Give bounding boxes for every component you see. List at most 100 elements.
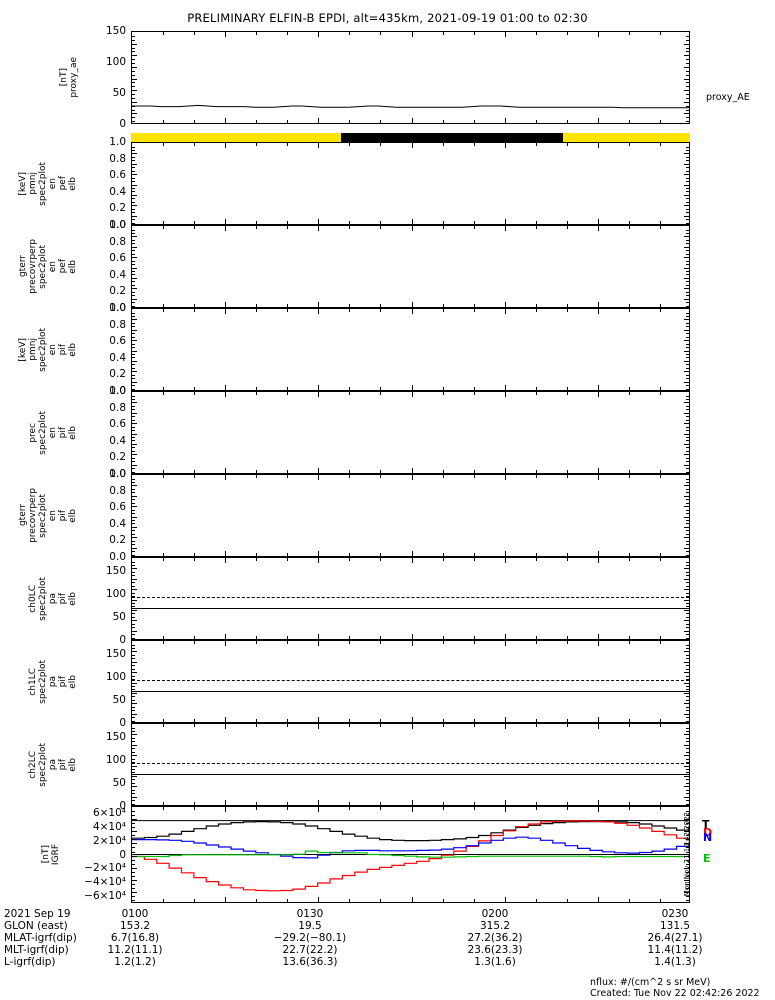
axis-tick	[287, 387, 289, 390]
axis-tick	[597, 468, 599, 473]
axis-tick	[628, 226, 630, 229]
axis-tick	[287, 641, 289, 644]
axis-tick	[597, 143, 599, 148]
loss-cone-dashed-line	[132, 597, 689, 598]
axis-tick	[132, 35, 135, 37]
axis-tick	[686, 468, 689, 470]
axis-tick	[684, 547, 689, 549]
axis-tick	[132, 863, 135, 865]
axis-tick	[132, 679, 135, 680]
axis-tick	[132, 835, 135, 837]
axis-tick	[686, 305, 689, 307]
axis-tick	[686, 208, 689, 210]
axis-tick	[132, 644, 135, 646]
axis-tick	[225, 468, 227, 473]
axis-tick	[442, 221, 444, 224]
panel-igrf	[131, 806, 690, 903]
axis-tick	[256, 475, 258, 478]
axis-tick	[163, 392, 165, 395]
axis-tick	[132, 734, 137, 736]
axis-tick	[132, 378, 135, 380]
axis-tick	[566, 143, 568, 146]
axis-tick	[686, 748, 689, 750]
axis-tick	[380, 309, 382, 312]
axis-tick	[684, 692, 689, 694]
axis-tick	[132, 454, 137, 456]
axis-tick	[132, 416, 135, 418]
axis-tick	[504, 717, 506, 722]
axis-tick	[132, 90, 137, 92]
xaxis-row-label-date: 2021 Sep 19	[4, 908, 71, 920]
axis-tick	[132, 274, 135, 276]
axis-tick	[597, 118, 599, 123]
axis-tick	[132, 277, 137, 279]
axis-tick	[684, 682, 689, 684]
axis-tick	[132, 634, 135, 636]
axis-tick	[349, 304, 351, 307]
axis-tick	[318, 392, 320, 397]
axis-tick	[684, 599, 689, 601]
axis-tick	[686, 229, 689, 231]
axis-tick	[442, 636, 444, 639]
axis-tick	[659, 304, 661, 307]
axis-tick	[132, 43, 137, 45]
igrf-legend-n: N	[703, 831, 713, 844]
axis-tick	[473, 32, 475, 35]
axis-tick	[684, 578, 689, 580]
axis-tick	[380, 387, 382, 390]
axis-tick	[349, 636, 351, 639]
axis-tick	[132, 426, 135, 428]
axis-tick	[194, 641, 196, 644]
axis-tick	[535, 226, 537, 229]
axis-tick	[411, 118, 413, 123]
axis-tick	[163, 558, 165, 561]
axis-tick	[504, 143, 506, 148]
axis-tick	[132, 343, 135, 345]
xaxis-col0-mlt: 11.2(11.1)	[107, 944, 163, 956]
axis-tick	[318, 724, 320, 729]
axis-tick	[597, 634, 599, 639]
axis-tick	[659, 387, 661, 390]
axis-tick	[132, 710, 135, 712]
axis-tick	[194, 553, 196, 556]
axis-tick	[163, 226, 165, 229]
axis-tick	[132, 568, 137, 570]
axis-tick	[132, 492, 135, 494]
panel-elb-pif-pa-ch2lc	[131, 723, 690, 806]
axis-tick	[132, 82, 135, 84]
axis-tick	[163, 807, 165, 810]
axis-tick	[684, 113, 689, 115]
igrf-legend-d: D	[703, 826, 713, 839]
axis-tick	[628, 392, 630, 395]
xaxis-col3-mlt: 11.4(11.2)	[647, 944, 703, 956]
axis-tick	[411, 641, 413, 646]
panel-elb-pef-en-precovrperp-gterr-ylabel: elb pef en spec2plot precovrperp gterr	[18, 239, 78, 294]
axis-tick	[256, 392, 258, 395]
axis-tick	[686, 492, 689, 494]
axis-tick	[132, 879, 137, 881]
axis-tick	[132, 703, 137, 705]
axis-tick	[287, 724, 289, 727]
axis-tick	[163, 120, 165, 123]
axis-tick	[411, 32, 413, 37]
axis-tick	[686, 212, 689, 214]
axis-tick	[686, 875, 689, 877]
axis-tick	[349, 387, 351, 390]
axis-tick	[686, 264, 689, 265]
axis-tick	[287, 719, 289, 722]
axis-tick	[442, 226, 444, 229]
panel-elb-pef-en-pmnj	[131, 142, 690, 225]
panel-elb-pef-en-precovrperp-gterr-yticks: 1.0 0.8 0.6 0.4 0.2 0.0	[109, 219, 126, 314]
panel-proxy-ae-yticks: 150 100 50 0	[105, 25, 126, 130]
axis-tick	[132, 526, 137, 528]
axis-tick	[132, 623, 135, 625]
axis-tick	[132, 720, 135, 722]
axis-tick	[473, 719, 475, 722]
axis-tick	[686, 815, 689, 817]
axis-tick	[686, 109, 689, 111]
axis-tick	[132, 692, 137, 694]
footer-units: nflux: #/(cm^2 s sr MeV)	[590, 977, 711, 988]
axis-tick	[132, 609, 137, 611]
axis-tick	[686, 336, 689, 338]
axis-tick	[504, 118, 506, 123]
